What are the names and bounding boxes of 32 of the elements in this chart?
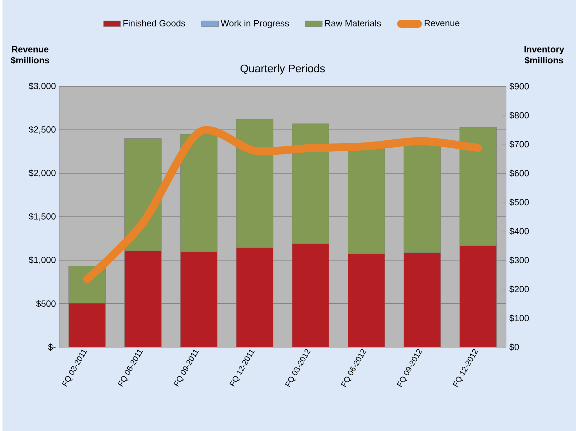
y-tick-label: $2,500 — [28, 126, 56, 134]
y2-tick-label: $200 — [510, 286, 530, 294]
y2-tick-label: $100 — [510, 314, 530, 322]
y-tick-label: $500 — [36, 300, 56, 308]
bar — [124, 251, 162, 348]
legend-label: Raw Materials — [325, 20, 382, 27]
y2-tick-label: $300 — [510, 256, 530, 264]
y-tick-label: $- — [48, 344, 56, 351]
y-tick-label: $2,000 — [28, 170, 56, 178]
bar — [180, 252, 218, 348]
y-axis-title: Revenue $millions — [11, 46, 50, 64]
y-tick-label: $3,000 — [28, 82, 56, 90]
legend-label: Revenue — [424, 20, 460, 27]
y2-tick-label: $500 — [510, 198, 530, 206]
legend-label: Work in Progress — [220, 20, 290, 28]
y2-tick-label: $700 — [510, 140, 530, 148]
bar — [68, 303, 106, 348]
legend-label: Finished Goods — [124, 20, 186, 27]
y2-tick-label: $400 — [510, 228, 530, 236]
y2-tick-label: $600 — [510, 170, 530, 178]
bar — [404, 252, 441, 348]
bar — [236, 248, 274, 348]
y2-axis-title: Inventory $millions — [524, 46, 564, 64]
y-tick-label: $1,500 — [28, 213, 56, 221]
bar — [348, 254, 386, 348]
y2-tick-label: $900 — [510, 82, 530, 90]
bar — [460, 246, 498, 348]
bar — [292, 244, 330, 348]
x-axis-title: Quarterly Periods — [240, 64, 326, 75]
y-tick-label: $1,000 — [28, 256, 56, 264]
y2-tick-label: $0 — [510, 344, 520, 351]
y2-tick-label: $800 — [510, 112, 530, 120]
